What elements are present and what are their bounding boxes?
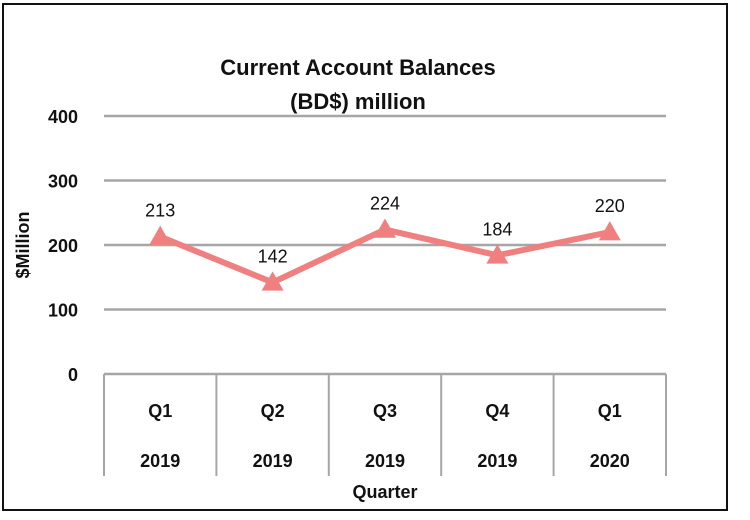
gridlines (104, 114, 666, 311)
y-tick-label: 100 (48, 301, 78, 321)
data-label: 224 (370, 194, 400, 214)
x-tick-quarter: Q2 (261, 401, 285, 421)
y-axis-ticks: 0 100 200 300 400 (48, 107, 78, 385)
y-axis-label: $Million (13, 212, 33, 279)
data-labels: 213 142 224 184 220 (145, 194, 625, 267)
x-tick-quarter: Q3 (373, 401, 397, 421)
chart-title-line-1: Current Account Balances (220, 55, 495, 80)
x-tick-year: 2019 (477, 451, 517, 471)
x-tick-quarter: Q1 (598, 401, 622, 421)
x-tick-year: 2019 (253, 451, 293, 471)
chart-title-line-2: (BD$) million (290, 89, 426, 114)
data-label: 220 (595, 196, 625, 216)
data-label: 184 (482, 219, 512, 239)
x-tick-quarter: Q1 (148, 401, 172, 421)
x-tick-year: 2019 (140, 451, 180, 471)
x-tick-year: 2020 (590, 451, 630, 471)
y-tick-label: 0 (68, 365, 78, 385)
data-point-marker (486, 244, 509, 264)
x-axis-category-table: Q1 2019 Q2 2019 Q3 2019 Q4 2019 Q1 2020 (103, 372, 667, 476)
series-current-account (149, 218, 621, 291)
x-tick-year: 2019 (365, 451, 405, 471)
data-point-marker (261, 271, 284, 291)
data-point-marker (374, 218, 396, 238)
data-label: 213 (145, 201, 175, 221)
data-label: 142 (258, 246, 288, 266)
x-tick-quarter: Q4 (485, 401, 509, 421)
data-point-marker (149, 225, 172, 245)
y-tick-label: 400 (48, 107, 78, 127)
x-axis-label: Quarter (352, 482, 417, 502)
chart-frame (2, 3, 728, 511)
data-point-marker (598, 221, 621, 241)
y-tick-label: 200 (48, 236, 78, 256)
y-tick-label: 300 (48, 172, 78, 192)
